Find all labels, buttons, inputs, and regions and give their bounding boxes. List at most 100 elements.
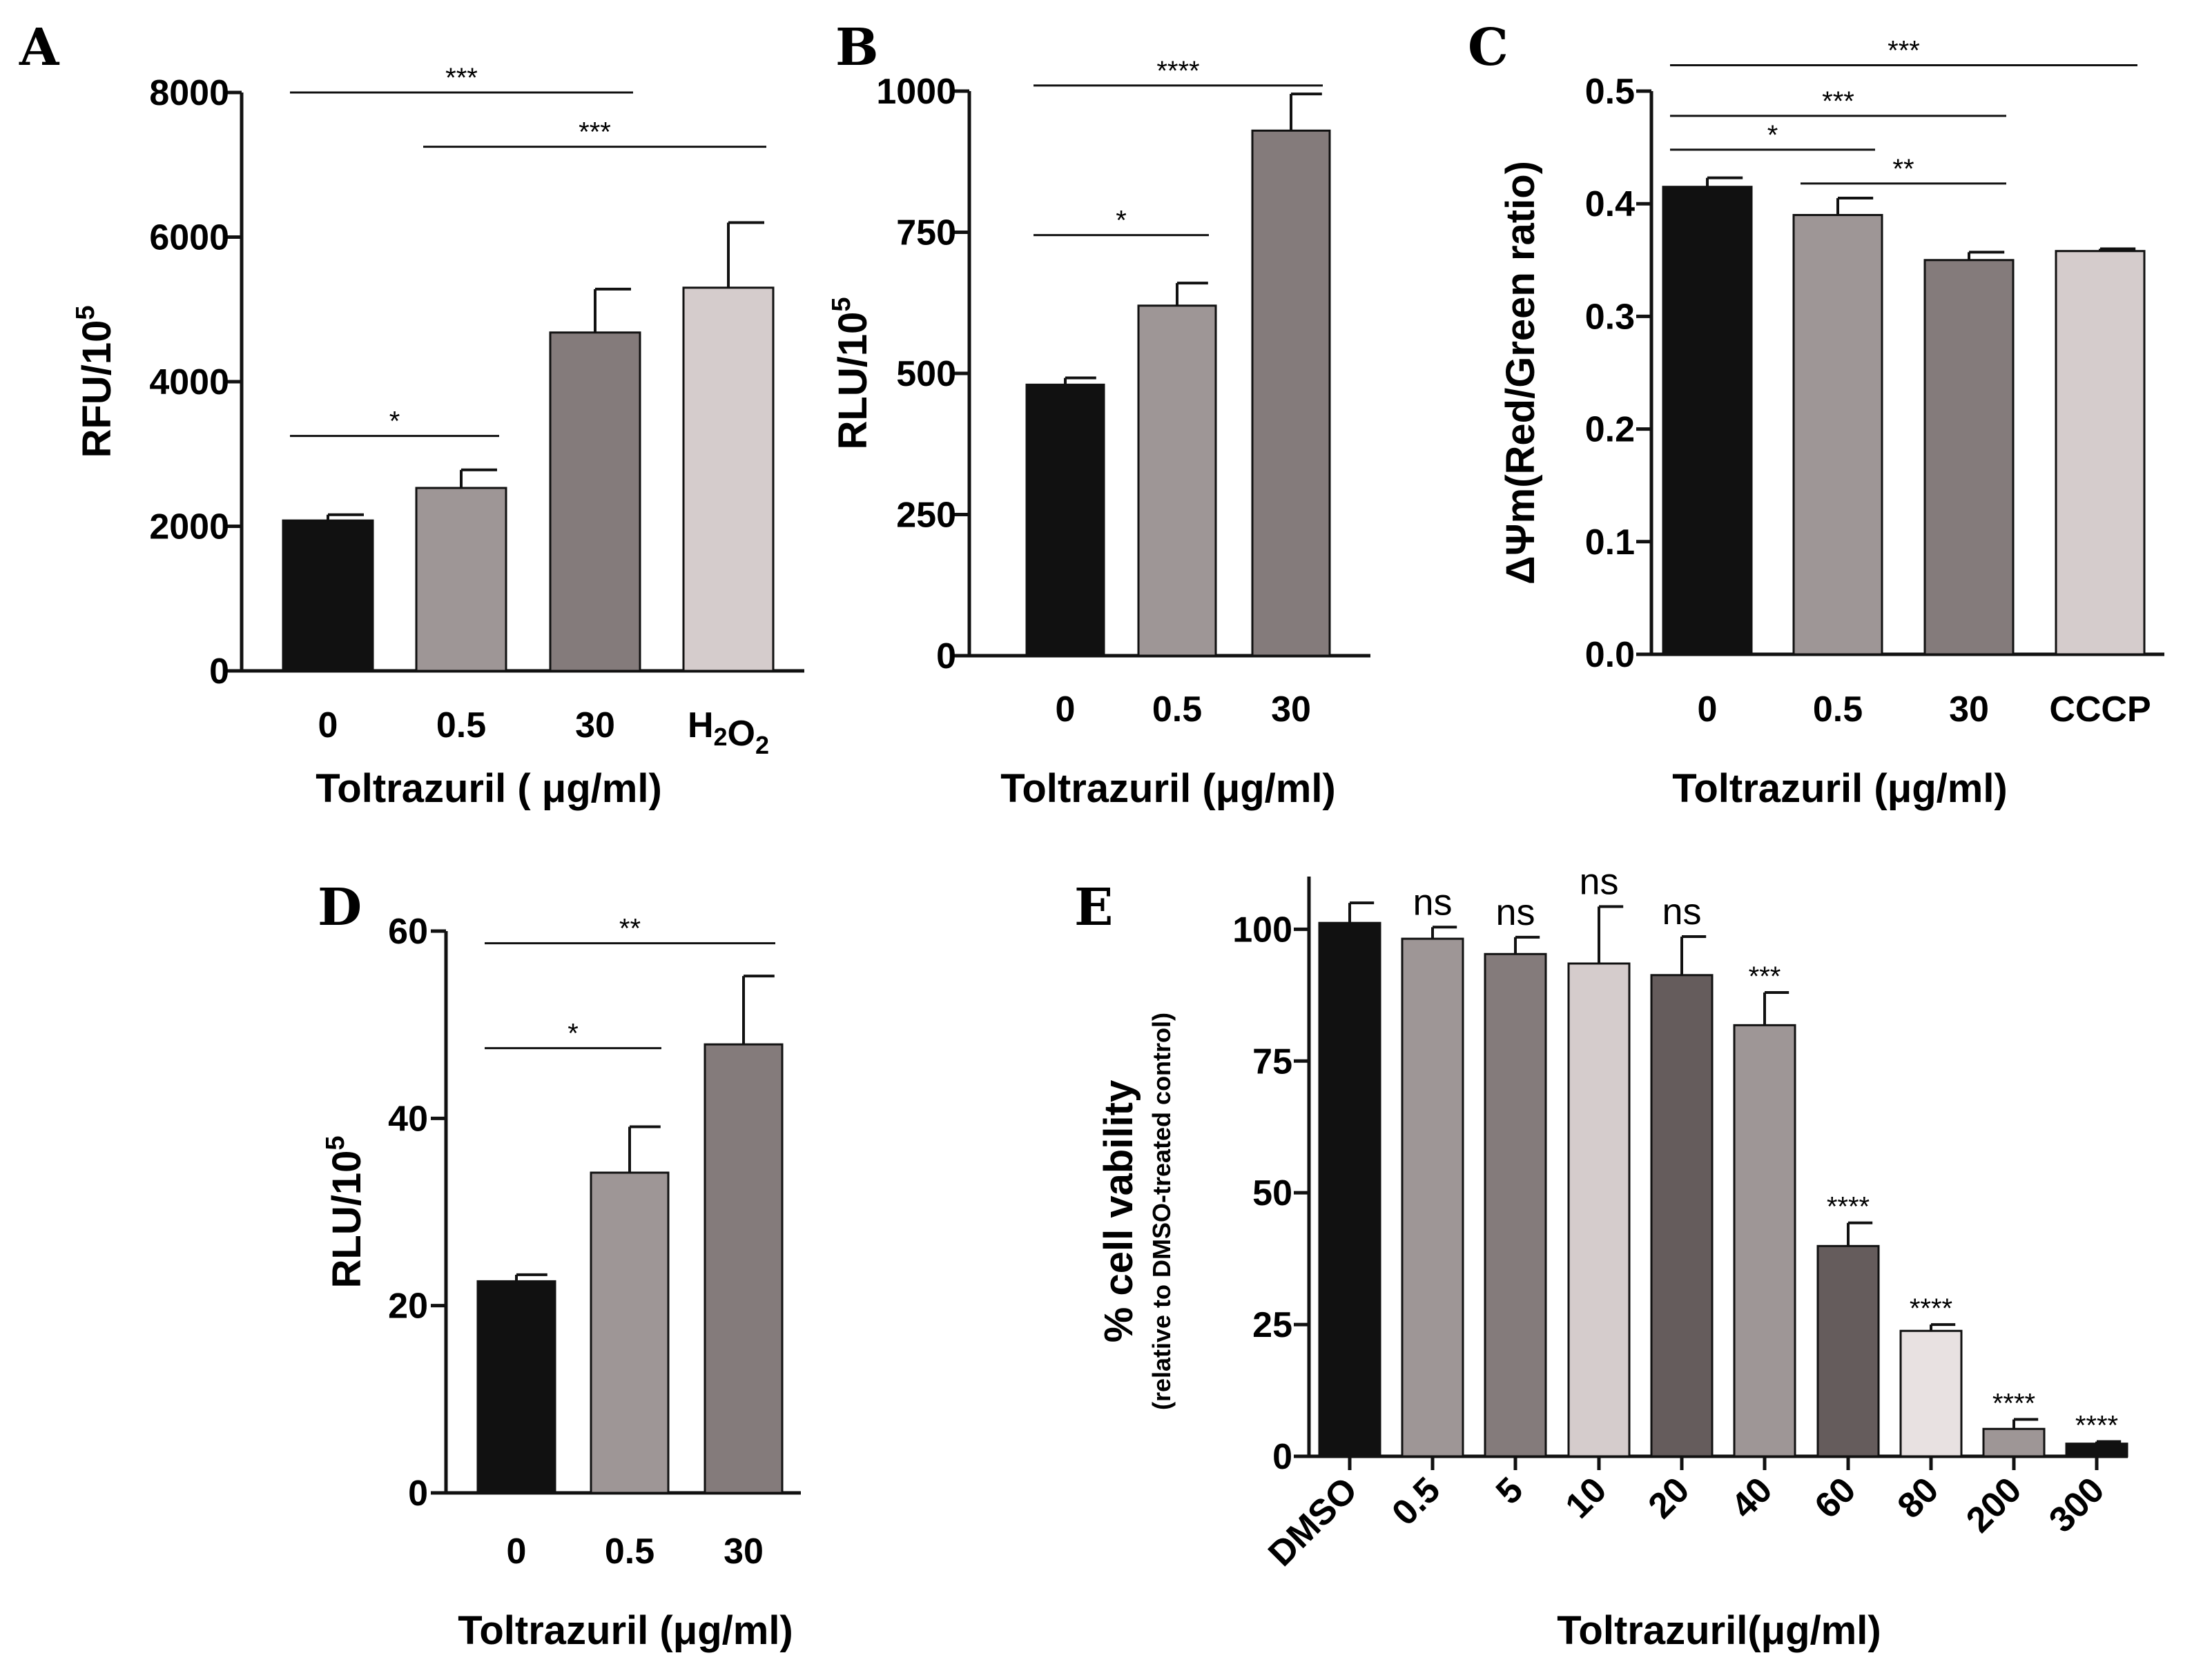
panel-label-D: D [318,878,362,937]
y-tick-label-D: 60 [388,912,428,952]
x-tick-label-E-2: 5 [1488,1469,1531,1512]
bar-D-1 [590,1171,670,1494]
x-tick-label-E-5: 40 [1724,1469,1781,1526]
bar-C-2 [1923,259,2015,656]
sig-label-E-4: ns [1662,891,1701,932]
y-tick-label-B: 500 [896,354,956,394]
sig-label-A-2: *** [579,117,611,148]
x-tick-label-D-2: 30 [724,1532,764,1572]
x-tick-label-B-1: 0.5 [1152,690,1202,730]
y-axis-title-C: ΔΨm(Red/Green ratio) [1498,161,1543,585]
bar-E-1 [1401,937,1464,1458]
y-tick-label-D: 20 [388,1287,428,1327]
panel-label-A: A [19,18,60,77]
bar-E-3 [1567,962,1631,1458]
bar-E-8 [1982,1427,2046,1458]
x-tick-label-E-1: 0.5 [1384,1469,1448,1533]
sig-label-E-3: ns [1579,861,1618,903]
panel-label-E: E [1074,878,1113,937]
sig-label-C-0: * [1767,120,1778,150]
sig-label-E-2: ns [1495,892,1535,933]
bar-E-7 [1899,1329,1963,1458]
bar-D-2 [704,1043,784,1494]
sig-label-B-1: **** [1156,56,1199,86]
y-tick-label-E: 0 [1272,1437,1292,1477]
y-tick-label-A: 8000 [149,73,229,113]
x-tick-label-A-2: 30 [575,705,615,745]
x-axis-title-E: Toltrazuril(μg/ml) [1557,1608,1881,1653]
y-tick-label-A: 4000 [149,362,229,402]
bar-A-3 [682,286,775,672]
sig-label-B-0: * [1116,206,1127,236]
y-tick-label-B: 0 [936,636,956,676]
x-axis-title-D: Toltrazuril (μg/ml) [458,1608,793,1653]
bar-A-0 [282,519,374,672]
sig-label-C-3: ** [1892,154,1914,184]
sig-label-E-1: ns [1413,881,1452,923]
bar-E-6 [1816,1244,1880,1458]
sig-label-E-6: **** [1827,1192,1870,1222]
y-axis-subtitle-E: (relative to DMSO-treated control) [1147,1013,1176,1410]
bar-E-9 [2065,1443,2128,1458]
bar-A-1 [415,487,507,672]
sig-label-A-0: * [389,407,400,437]
y-tick-label-C: 0.0 [1585,635,1635,675]
bar-E-0 [1318,921,1381,1458]
bar-A-2 [549,331,641,672]
sig-label-D-1: ** [619,914,641,944]
y-tick-label-E: 50 [1252,1173,1292,1213]
y-tick-label-E: 25 [1252,1305,1292,1345]
x-tick-label-A-0: 0 [318,705,338,745]
y-tick-label-B: 1000 [876,72,956,112]
bar-B-2 [1251,129,1331,657]
y-tick-label-C: 0.1 [1585,522,1635,563]
sig-label-D-0: * [567,1019,579,1049]
bar-C-1 [1792,214,1883,656]
x-tick-label-E-9: 300 [2041,1469,2112,1540]
y-tick-label-B: 750 [896,213,956,253]
x-tick-label-E-4: 20 [1641,1469,1698,1526]
x-tick-label-C-1: 0.5 [1813,690,1863,730]
bar-E-5 [1733,1024,1796,1458]
bar-B-1 [1137,304,1217,657]
y-tick-label-A: 2000 [149,507,229,547]
sig-label-E-7: **** [1910,1293,1952,1324]
x-tick-label-E-0: DMSO [1261,1469,1365,1574]
y-tick-label-C: 0.2 [1585,410,1635,450]
x-tick-label-A-3: H2O2 [688,705,769,759]
x-axis-title-C: Toltrazuril (μg/ml) [1672,766,2008,811]
y-tick-label-D: 40 [388,1099,428,1139]
x-axis-title-A: Toltrazuril ( μg/ml) [316,766,662,811]
x-tick-label-C-0: 0 [1698,690,1718,730]
x-tick-label-A-1: 0.5 [436,705,486,745]
x-tick-label-C-3: CCCP [2049,690,2151,730]
y-tick-label-A: 0 [209,652,229,692]
bar-B-0 [1025,383,1105,657]
y-axis-title-B: RLU/105 [827,297,875,450]
x-tick-label-E-7: 80 [1890,1469,1947,1526]
y-tick-label-C: 0.3 [1585,297,1635,337]
y-axis-title-D: RLU/105 [321,1136,369,1289]
sig-label-C-2: *** [1888,35,1920,66]
panel-label-B: B [835,18,879,77]
x-axis-title-B: Toltrazuril (μg/ml) [1000,766,1336,811]
x-tick-label-E-8: 200 [1959,1469,2029,1540]
sig-label-E-8: **** [1992,1389,2035,1419]
y-axis-title-E: % cell vability [1096,1080,1141,1342]
x-tick-label-B-2: 30 [1271,690,1311,730]
y-tick-label-B: 250 [896,496,956,536]
sig-label-A-1: *** [445,63,478,93]
y-tick-label-C: 0.5 [1585,72,1635,112]
bar-C-0 [1662,186,1753,656]
bar-C-3 [2055,250,2146,656]
bar-D-0 [476,1280,556,1494]
y-tick-label-D: 0 [408,1474,428,1514]
sig-label-C-1: *** [1822,86,1854,117]
x-tick-label-C-2: 30 [1949,690,1989,730]
y-tick-label-C: 0.4 [1585,184,1635,224]
x-tick-label-E-3: 10 [1558,1469,1615,1526]
x-tick-label-E-6: 60 [1807,1469,1864,1526]
panel-label-C: C [1468,18,1508,77]
sig-label-E-9: **** [2075,1411,2118,1441]
